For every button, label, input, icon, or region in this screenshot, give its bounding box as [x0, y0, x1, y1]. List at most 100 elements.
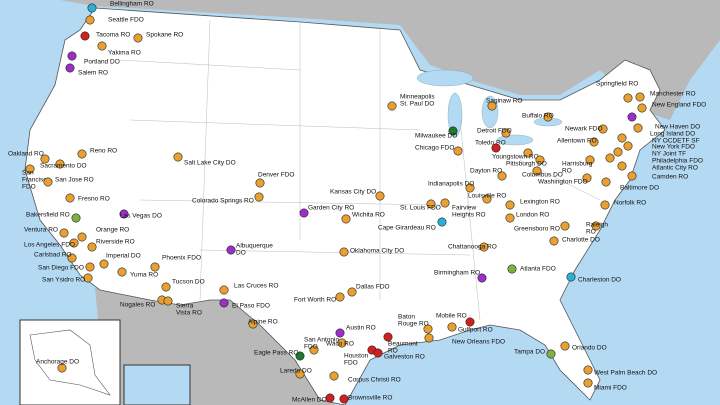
office-marker [219, 285, 229, 295]
office-label: Allentown RO [557, 138, 597, 145]
hawaii-inset [123, 364, 191, 405]
office-marker [59, 228, 69, 238]
office-label: Rouge RO [398, 321, 429, 328]
office-marker [87, 3, 97, 13]
office-marker [99, 259, 109, 269]
office-label: Fresno RO [78, 196, 110, 203]
office-label: Washington FDO [538, 179, 588, 186]
office-label: Louisville RO [468, 193, 506, 200]
great-lakes [416, 69, 563, 146]
office-label: Spokane RO [146, 32, 183, 39]
office-marker [507, 264, 517, 274]
office-marker [57, 363, 67, 373]
office-marker [426, 199, 436, 209]
office-label: El Paso FDO [232, 303, 270, 310]
office-label: Colorado Springs RO [192, 198, 254, 205]
office-label: San Ysidro RO [42, 277, 85, 284]
office-marker [337, 338, 347, 348]
office-label: Tampa DO [514, 349, 545, 356]
office-marker [309, 345, 319, 355]
office-marker [335, 328, 345, 338]
office-label: FDO [22, 184, 36, 191]
office-marker [635, 92, 645, 102]
office-marker [423, 324, 433, 334]
office-label: Youngstown RO [492, 154, 539, 161]
office-marker [560, 221, 570, 231]
office-marker [549, 236, 559, 246]
office-marker [77, 149, 87, 159]
office-marker [248, 319, 258, 329]
office-label: Chattanooga RO [448, 244, 497, 251]
office-label: Kansas City DO [330, 189, 376, 196]
office-label: Raleigh [586, 222, 608, 229]
office-marker [437, 217, 447, 227]
office-marker [71, 213, 81, 223]
office-label: Los Angeles FDO [24, 242, 75, 249]
office-marker [77, 232, 87, 242]
office-marker [25, 164, 35, 174]
office-label: McAllen DO [292, 397, 327, 404]
office-label: Brownsville RO [348, 395, 392, 402]
office-label: Manchester RO [650, 91, 696, 98]
office-label: Wichita RO [352, 212, 385, 219]
office-marker [448, 126, 458, 136]
office-marker [633, 123, 643, 133]
office-marker [617, 161, 627, 171]
office-marker [341, 214, 351, 224]
office-marker [465, 317, 475, 327]
state-borders [119, 19, 601, 321]
office-marker [523, 148, 533, 158]
office-marker [87, 242, 97, 252]
office-label: Albuquerque [236, 243, 273, 250]
office-marker [173, 152, 183, 162]
office-marker [585, 155, 595, 165]
office-marker [589, 137, 599, 147]
office-label: Oklahoma City DO [350, 248, 404, 255]
office-marker [133, 33, 143, 43]
office-marker [339, 394, 349, 404]
office-marker [424, 333, 434, 343]
office-label: San Antonio [304, 337, 339, 344]
office-marker [325, 393, 335, 403]
office-label: RO [562, 168, 572, 175]
office-label: Newark FDO [565, 126, 603, 133]
office-marker [254, 192, 264, 202]
office-marker [532, 166, 542, 176]
office-label: Bellingham RO [110, 1, 154, 8]
office-label: Long Island DO [650, 131, 695, 138]
office-label: Indianapolis DO [428, 181, 474, 188]
office-marker [605, 153, 615, 163]
office-label: Norfolk RO [614, 200, 646, 207]
office-label: Mobile RO [436, 313, 467, 320]
office-marker [601, 177, 611, 187]
office-label: Yakima RO [108, 50, 141, 57]
office-marker [623, 93, 633, 103]
office-label: Portland DO [84, 59, 120, 66]
office-marker [43, 177, 53, 187]
office-label: Vista RO [176, 310, 202, 317]
office-marker [65, 63, 75, 73]
office-marker [219, 298, 229, 308]
office-marker [83, 273, 93, 283]
office-marker [440, 198, 450, 208]
office-marker [383, 332, 393, 342]
office-marker [617, 133, 627, 143]
office-label: Alpine RO [248, 319, 278, 326]
office-label: West Palm Beach DO [594, 370, 657, 377]
office-marker [40, 154, 50, 164]
office-marker [637, 103, 647, 113]
office-label: Charlotte DO [562, 237, 600, 244]
canada [60, 0, 720, 120]
office-label: Atlantic City RO [652, 165, 698, 172]
office-label: Houston [344, 353, 369, 360]
office-marker [255, 178, 265, 188]
office-marker [560, 341, 570, 351]
office-label: RO [388, 348, 398, 355]
office-marker [453, 146, 463, 156]
office-label: Greensboro RO [514, 226, 560, 233]
office-marker [477, 273, 487, 283]
office-label: Pittsburgh DO [506, 161, 547, 168]
office-marker [505, 200, 515, 210]
office-label: Heights RO [452, 212, 486, 219]
